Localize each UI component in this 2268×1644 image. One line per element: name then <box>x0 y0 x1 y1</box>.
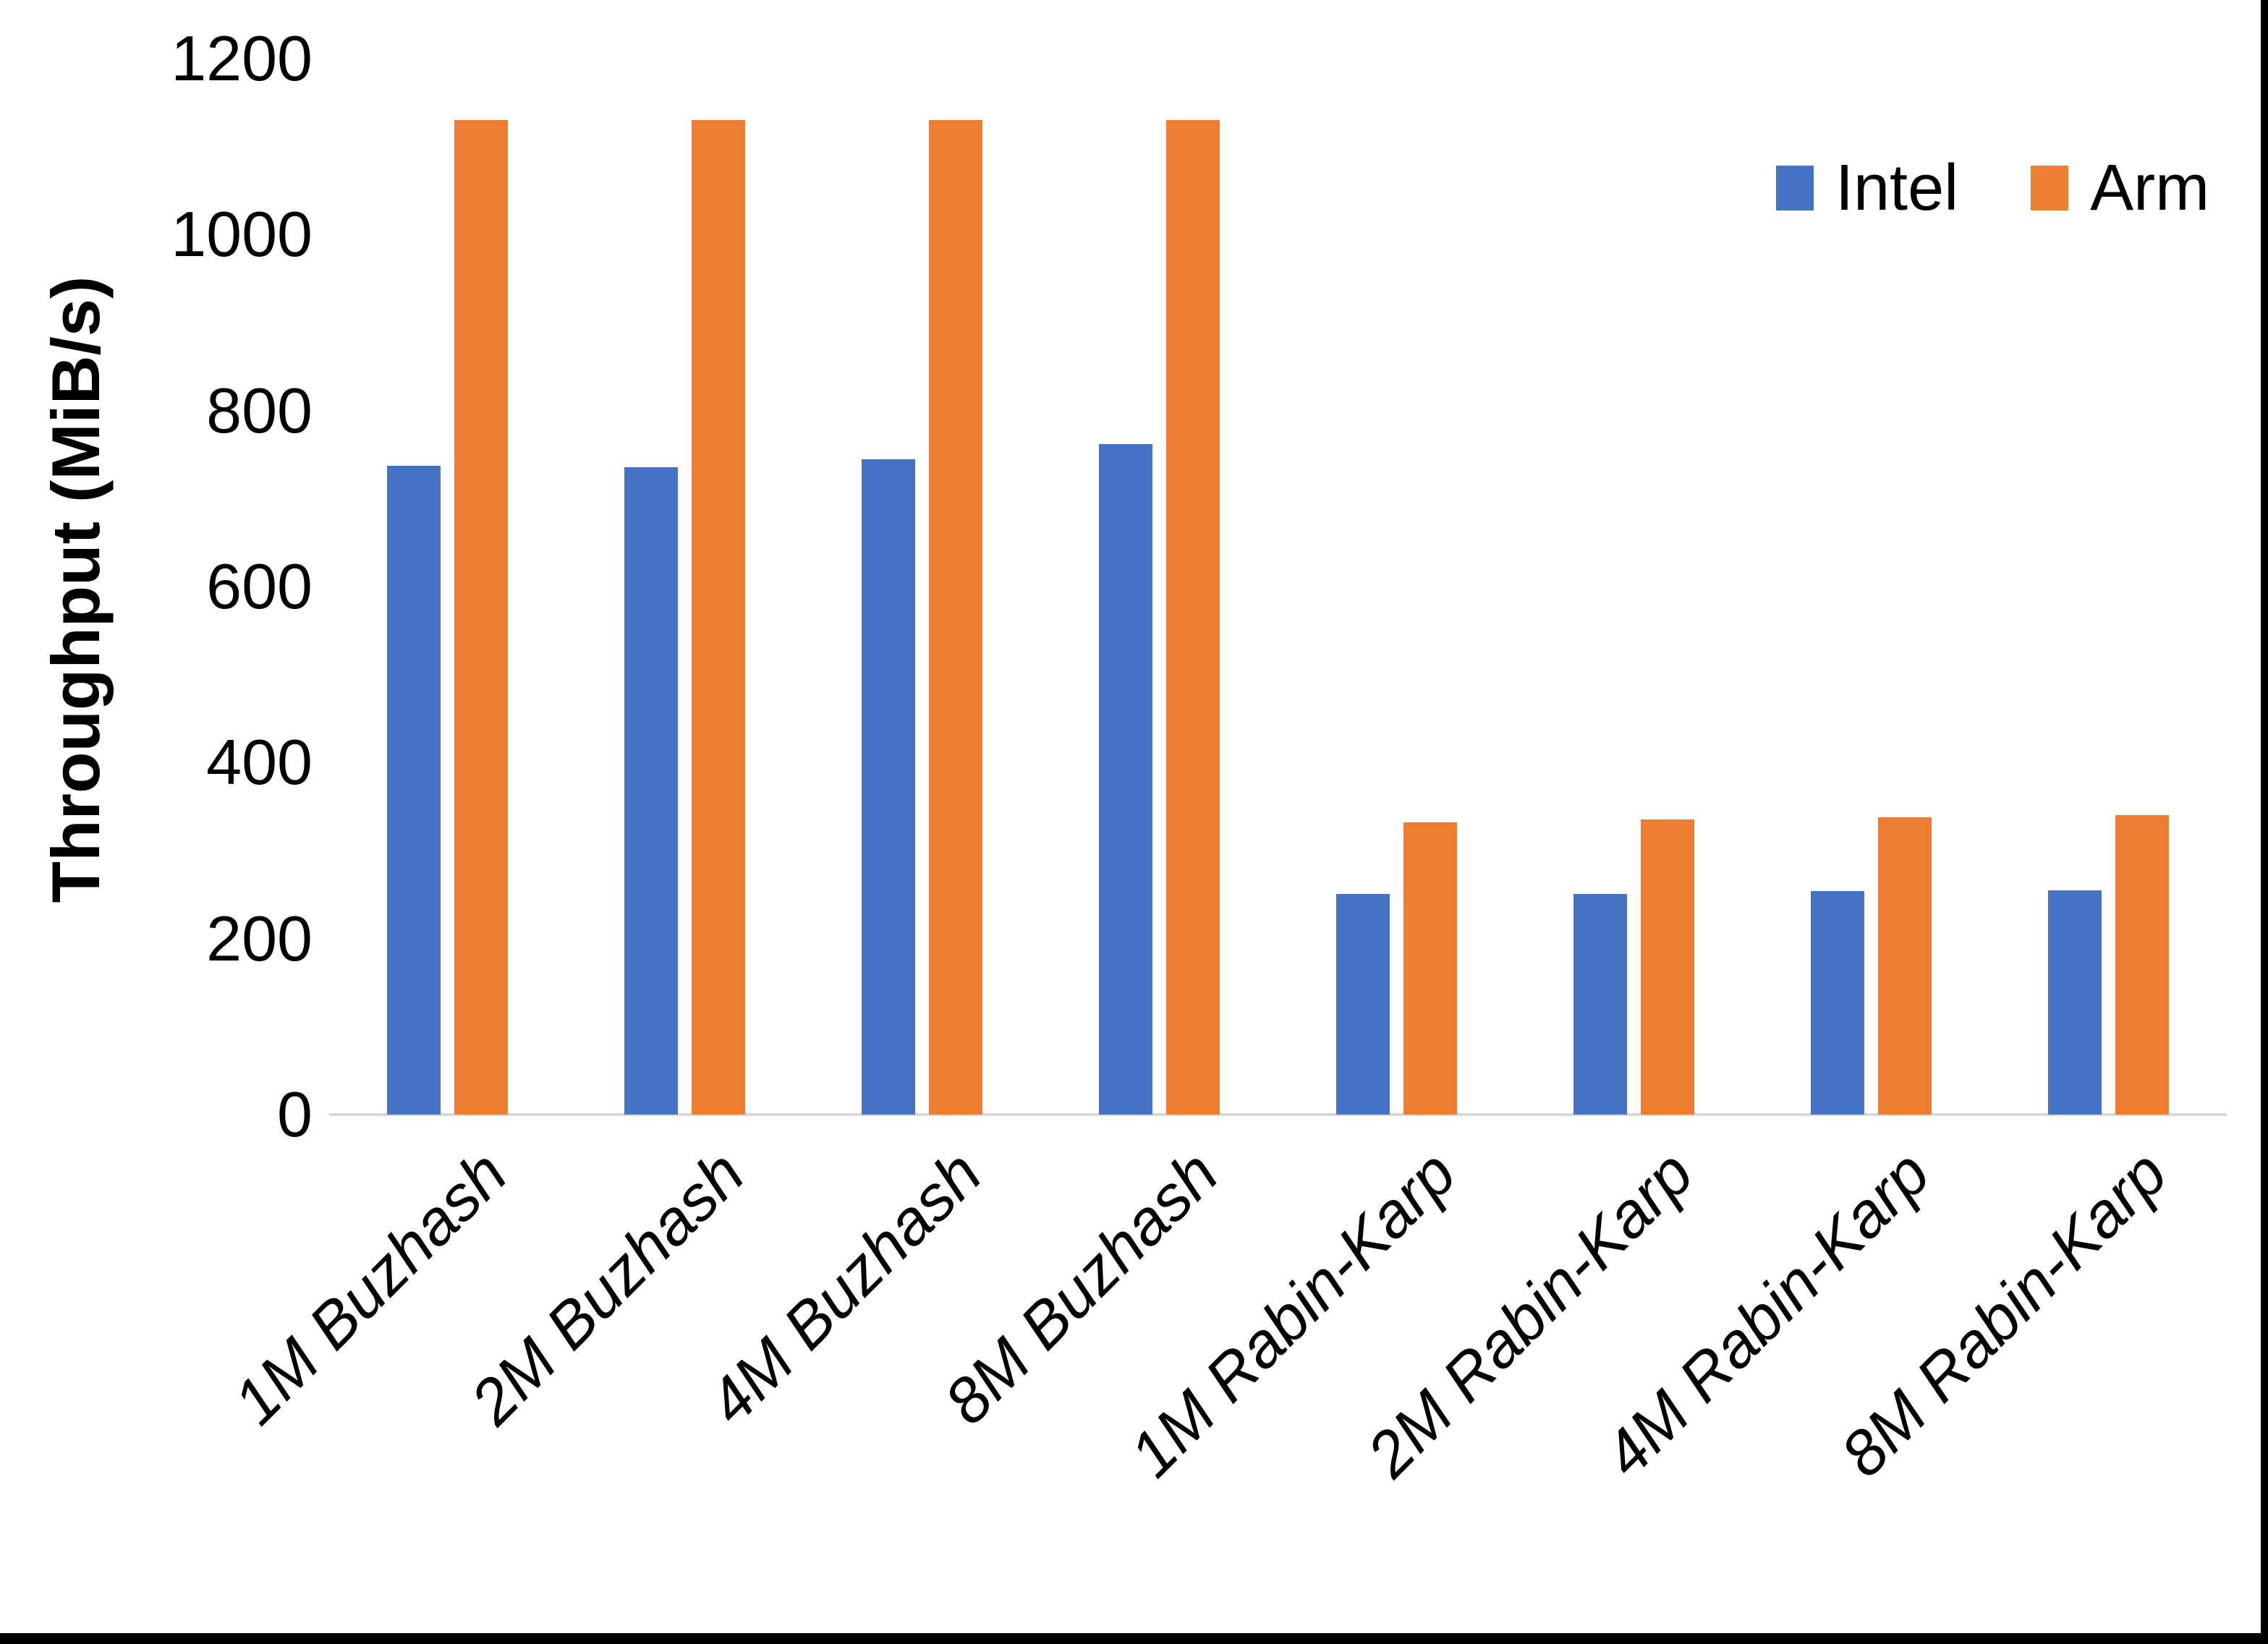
legend-label-intel: Intel <box>1835 152 1959 224</box>
y-tick-label-600: 600 <box>206 550 313 622</box>
screenshot-bottom-border <box>0 1633 2268 1644</box>
bar-arm-8m-rabin-karp <box>2115 815 2169 1115</box>
bar-arm-8m-buzhash <box>1166 120 1220 1115</box>
bar-intel-4m-rabin-karp <box>1811 891 1864 1115</box>
bar-intel-4m-buzhash <box>862 459 915 1115</box>
bar-arm-1m-rabin-karp <box>1403 822 1457 1115</box>
y-tick-label-200: 200 <box>206 902 313 974</box>
legend-item-intel: Intel <box>1776 148 1958 228</box>
bar-intel-2m-buzhash <box>624 467 678 1115</box>
y-tick-label-0: 0 <box>277 1078 313 1150</box>
bar-arm-1m-buzhash <box>454 120 508 1115</box>
bar-intel-1m-buzhash <box>387 466 441 1115</box>
y-tick-label-800: 800 <box>206 374 313 446</box>
legend: Intel Arm <box>1776 148 2209 228</box>
bar-intel-1m-rabin-karp <box>1336 894 1390 1115</box>
x-axis-line <box>329 1113 2227 1116</box>
y-tick-label-400: 400 <box>206 726 313 798</box>
legend-swatch-arm <box>2031 166 2069 210</box>
y-tick-label-1000: 1000 <box>171 198 313 271</box>
bar-intel-2m-rabin-karp <box>1573 894 1627 1115</box>
bar-arm-2m-rabin-karp <box>1641 819 1694 1115</box>
bar-arm-4m-buzhash <box>929 120 982 1115</box>
bar-intel-8m-buzhash <box>1099 444 1152 1115</box>
bar-intel-8m-rabin-karp <box>2048 890 2102 1115</box>
legend-item-arm: Arm <box>2031 148 2209 228</box>
bar-arm-4m-rabin-karp <box>1878 817 1932 1115</box>
legend-label-arm: Arm <box>2090 152 2210 224</box>
legend-swatch-intel <box>1776 166 1814 210</box>
screenshot-right-border <box>2261 0 2268 1644</box>
bar-arm-2m-buzhash <box>692 120 745 1115</box>
y-tick-label-1200: 1200 <box>171 22 313 94</box>
